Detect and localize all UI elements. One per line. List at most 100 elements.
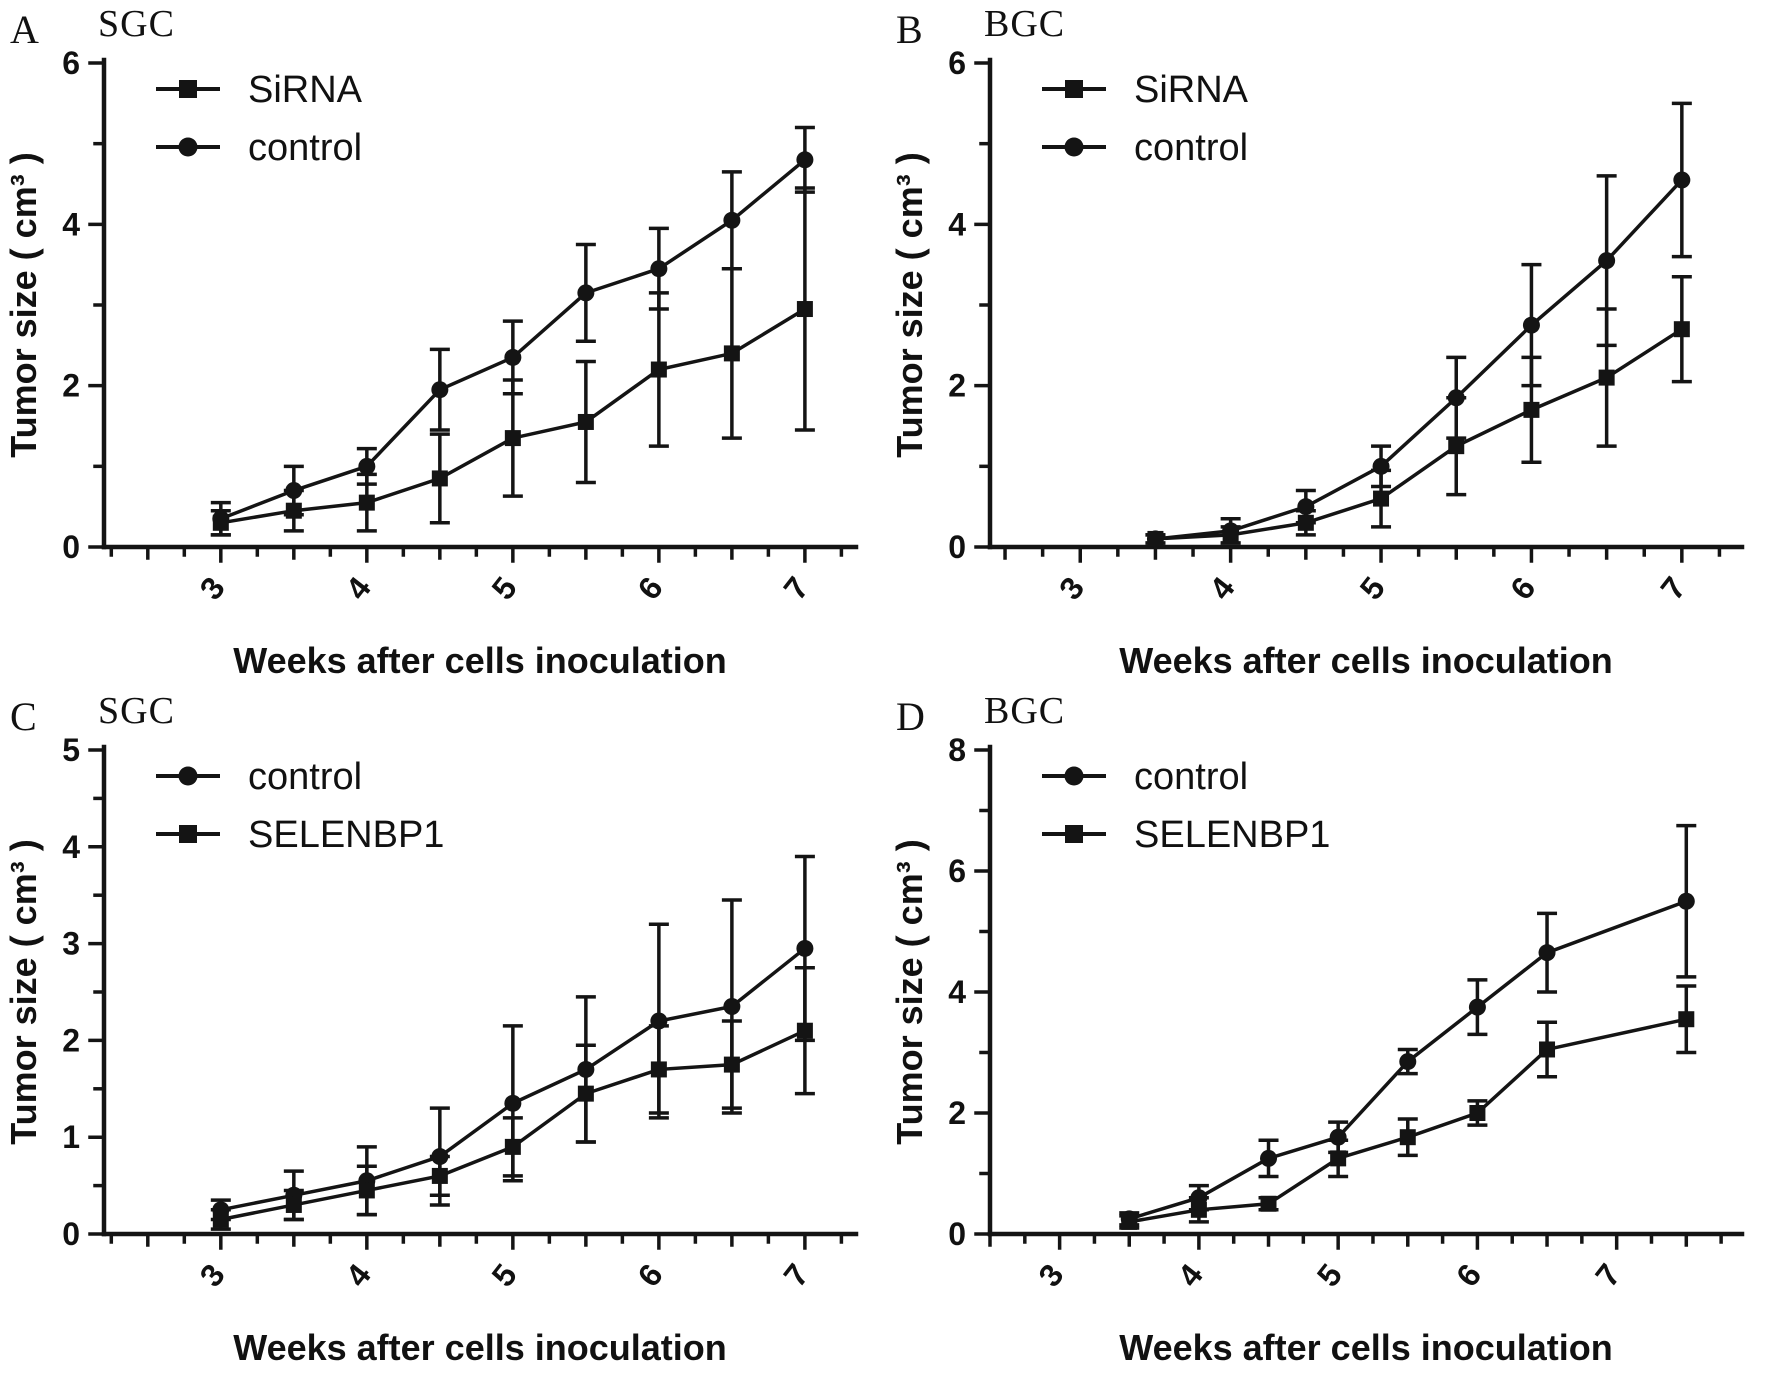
legend-square-marker bbox=[179, 825, 197, 843]
circle-marker bbox=[504, 1094, 522, 1112]
chart-a: 0 2 4 6 3 4 5 6 7 Weeks after cells inoculation Tu… bbox=[3, 45, 859, 681]
circle-marker bbox=[1677, 892, 1695, 910]
panel-c: C SGC 0 1 2 3 4 5 3 4 5 6 7 Weeks after cells inocu… bbox=[0, 687, 886, 1374]
panel-d: D BGC 0 2 4 6 8 3 4 5 6 7 Weeks after cells inocul… bbox=[886, 687, 1772, 1374]
axes bbox=[974, 57, 1745, 563]
x-tick-label: 4 bbox=[1171, 1257, 1210, 1293]
square-marker bbox=[504, 1138, 521, 1155]
circle-marker bbox=[1222, 522, 1240, 540]
y-tick-label: 0 bbox=[948, 529, 966, 565]
chart-c: 0 1 2 3 4 5 3 4 5 6 7 Weeks after cells inoculation… bbox=[3, 732, 859, 1368]
y-axis-label: Tumor size ( cm³ ) bbox=[3, 152, 44, 457]
legend-label: SELENBP1 bbox=[1134, 814, 1330, 856]
circle-marker bbox=[1372, 457, 1390, 475]
axes bbox=[974, 744, 1745, 1250]
circle-marker bbox=[796, 939, 814, 957]
x-axis-label: Weeks after cells inoculation bbox=[233, 640, 727, 681]
panel-b-title: BGC bbox=[984, 3, 1066, 45]
legend-label: SiRNA bbox=[1134, 69, 1249, 111]
x-tick-label: 3 bbox=[192, 570, 231, 606]
y-tick-label: 5 bbox=[62, 732, 80, 768]
circle-marker bbox=[504, 348, 522, 366]
square-marker bbox=[1469, 1105, 1486, 1121]
square-marker bbox=[650, 1061, 667, 1078]
x-tick-label: 5 bbox=[485, 1257, 524, 1293]
series-SELENBP1 bbox=[210, 966, 815, 1231]
circle-marker bbox=[1538, 944, 1556, 962]
square-marker bbox=[723, 1056, 740, 1073]
square-marker bbox=[1448, 438, 1465, 455]
x-tick-label: 4 bbox=[1202, 570, 1241, 606]
y-tick-label: 2 bbox=[948, 368, 966, 404]
legend: control SELENBP1 bbox=[156, 756, 444, 856]
y-tick-label: 0 bbox=[62, 1216, 80, 1252]
y-tick-label: 4 bbox=[62, 206, 80, 242]
panel-a-title: SGC bbox=[98, 3, 175, 45]
square-marker bbox=[358, 1182, 375, 1199]
circle-marker bbox=[1447, 389, 1465, 407]
y-tick-label: 6 bbox=[62, 45, 80, 81]
x-tick-label: 5 bbox=[485, 570, 524, 606]
series-control bbox=[1119, 823, 1697, 1228]
legend-label: SiRNA bbox=[248, 69, 363, 111]
legend-label: control bbox=[1134, 127, 1248, 169]
circle-marker bbox=[723, 211, 741, 229]
y-tick-label: 8 bbox=[948, 732, 966, 768]
x-tick-label: 6 bbox=[1503, 570, 1542, 606]
panel-a-letter: A bbox=[10, 7, 39, 52]
panel-a: A SGC 0 2 4 6 3 4 5 6 7 Weeks after cells inocula… bbox=[0, 0, 886, 687]
panel-b: B BGC 0 2 4 6 3 4 5 6 7 Weeks after cells inocula… bbox=[886, 0, 1772, 687]
series-SELENBP1 bbox=[1119, 984, 1697, 1230]
y-tick-label: 1 bbox=[62, 1119, 80, 1155]
legend-square-marker bbox=[179, 80, 197, 98]
legend: control SELENBP1 bbox=[1042, 756, 1330, 856]
x-tick-label: 3 bbox=[192, 1257, 231, 1293]
legend-circle-marker bbox=[178, 137, 198, 157]
legend-circle-marker bbox=[178, 766, 198, 786]
circle-marker bbox=[796, 151, 814, 169]
x-tick-label: 6 bbox=[631, 570, 670, 606]
circle-marker bbox=[358, 457, 376, 475]
panel-b-letter: B bbox=[896, 7, 923, 52]
square-marker bbox=[1523, 401, 1540, 418]
y-tick-label: 4 bbox=[948, 974, 966, 1010]
legend: SiRNA control bbox=[1042, 69, 1249, 169]
square-marker bbox=[1330, 1150, 1347, 1167]
y-tick-label: 2 bbox=[62, 368, 80, 404]
x-axis-label: Weeks after cells inoculation bbox=[233, 1327, 727, 1368]
circle-marker bbox=[1297, 498, 1315, 516]
y-tick-label: 6 bbox=[948, 853, 966, 889]
square-marker bbox=[723, 345, 740, 362]
y-axis-label: Tumor size ( cm³ ) bbox=[3, 839, 44, 1144]
y-tick-label: 3 bbox=[62, 926, 80, 962]
legend-circle-marker bbox=[1064, 766, 1084, 786]
circle-marker bbox=[1673, 171, 1691, 189]
square-marker bbox=[285, 1196, 302, 1213]
x-tick-label: 5 bbox=[1310, 1257, 1349, 1293]
square-marker bbox=[1539, 1041, 1556, 1058]
circle-marker bbox=[650, 260, 668, 278]
x-tick-label: 6 bbox=[1449, 1257, 1488, 1293]
x-tick-label: 5 bbox=[1353, 570, 1392, 606]
x-tick-label: 4 bbox=[339, 1257, 378, 1293]
axes bbox=[88, 57, 859, 563]
square-marker bbox=[1373, 490, 1390, 507]
legend-square-marker bbox=[1065, 80, 1083, 98]
chart-b: 0 2 4 6 3 4 5 6 7 Weeks after cells inoculation Tu… bbox=[889, 45, 1745, 681]
square-marker bbox=[504, 430, 521, 447]
legend: SiRNA control bbox=[156, 69, 363, 169]
circle-marker bbox=[1146, 530, 1164, 548]
square-marker bbox=[1673, 321, 1690, 338]
square-marker bbox=[1598, 369, 1615, 386]
square-marker bbox=[796, 1022, 813, 1039]
square-marker bbox=[1399, 1129, 1416, 1146]
series-control bbox=[1145, 101, 1692, 548]
series-SiRNA bbox=[1145, 275, 1692, 547]
y-tick-label: 0 bbox=[62, 529, 80, 565]
x-axis-label: Weeks after cells inoculation bbox=[1119, 640, 1613, 681]
panel-c-letter: C bbox=[10, 694, 37, 739]
y-axis-label: Tumor size ( cm³ ) bbox=[889, 839, 930, 1144]
circle-marker bbox=[1522, 316, 1540, 334]
circle-marker bbox=[1399, 1053, 1417, 1071]
